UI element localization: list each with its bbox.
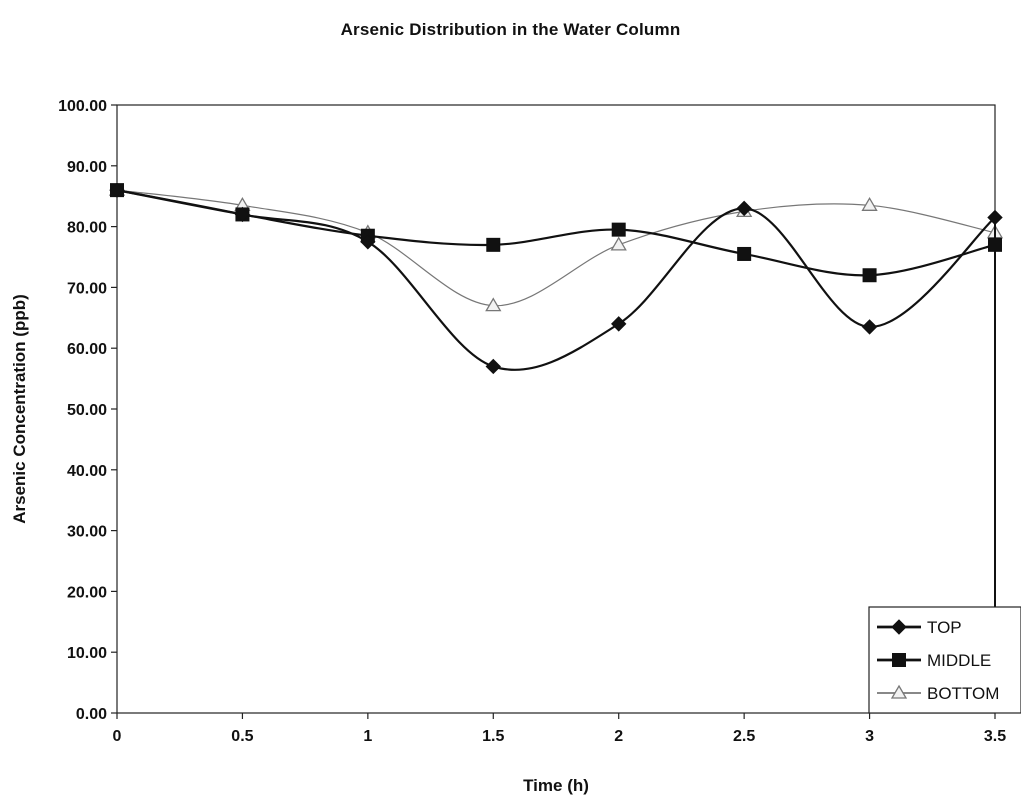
data-point-top: [736, 200, 752, 217]
x-tick-label: 1: [363, 728, 372, 745]
series-layer: [108, 181, 1004, 713]
legend-item-middle: MIDDLE: [877, 651, 991, 670]
data-point-top: [485, 358, 501, 375]
y-tick-label: 30.00: [67, 524, 107, 541]
legend-label: MIDDLE: [927, 651, 991, 670]
y-tick-label: 50.00: [67, 402, 107, 419]
data-point-middle: [737, 246, 752, 261]
y-tick-label: 0.00: [76, 706, 107, 723]
y-tick-label: 20.00: [67, 584, 107, 601]
chart-title: Arsenic Distribution in the Water Column: [340, 20, 681, 39]
data-point-top: [611, 316, 627, 332]
data-point-top: [360, 234, 376, 250]
legend-swatch-marker: [891, 619, 907, 635]
y-tick-label: 70.00: [67, 280, 107, 297]
legend-swatch-marker: [890, 684, 908, 699]
y-tick-label: 90.00: [67, 159, 107, 176]
y-tick-label: 100.00: [58, 98, 107, 115]
data-point-top: [987, 209, 1003, 226]
x-tick-label: 3: [865, 728, 874, 745]
series-line-bottom: [116, 189, 996, 307]
x-tick-label: 2.5: [733, 728, 755, 745]
x-tick-label: 2: [614, 728, 623, 745]
series-line-top: [116, 189, 996, 371]
series-middle: [110, 183, 1002, 283]
legend-swatch-marker: [892, 653, 906, 667]
data-point-bottom: [485, 297, 502, 312]
legend: TOP MIDDLE BOTTOM: [868, 606, 1021, 714]
series-line-middle: [116, 189, 996, 277]
y-tick-label: 40.00: [67, 463, 107, 480]
data-point-middle: [486, 237, 501, 252]
plot-area: [116, 104, 996, 714]
x-axis-label: Time (h): [523, 776, 589, 795]
data-point-top: [109, 182, 125, 198]
legend-label: BOTTOM: [927, 684, 999, 703]
x-tick-label: 3.5: [984, 728, 1006, 745]
legend-item-top: TOP: [877, 618, 962, 637]
data-point-top: [861, 319, 878, 335]
series-top: [109, 182, 1003, 713]
y-tick-label: 60.00: [67, 341, 107, 358]
x-tick-label: 0.5: [231, 728, 253, 745]
y-axis-ticks: 0.00 10.00 20.00 30.00 40.00 50.00 60.00 70.00 8…: [58, 98, 117, 723]
axes: [116, 104, 996, 714]
y-tick-label: 10.00: [67, 645, 107, 662]
data-point-middle: [611, 222, 626, 237]
x-tick-label: 1.5: [482, 728, 504, 745]
legend-label: TOP: [927, 618, 962, 637]
x-axis-ticks: 0 0.5 1 1.5 2 2.5 3 3.5: [113, 713, 1006, 745]
x-tick-label: 0: [113, 728, 122, 745]
data-point-bottom: [861, 197, 878, 211]
y-axis-label: Arsenic Concentration (ppb): [10, 294, 29, 524]
data-point-bottom: [610, 236, 627, 251]
y-tick-label: 80.00: [67, 220, 107, 237]
legend-item-bottom: BOTTOM: [877, 684, 999, 703]
data-point-top: [234, 206, 251, 223]
data-point-middle: [862, 268, 877, 283]
series-bottom: [108, 181, 1004, 312]
